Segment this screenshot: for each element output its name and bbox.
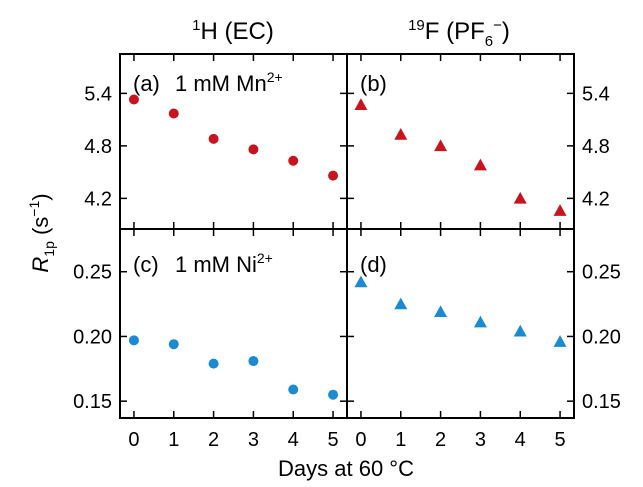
series-label-ni-sup: 2+: [257, 250, 273, 266]
y-tick-label-right: 4.8: [582, 136, 610, 158]
y-axis-label-unit-close: ): [28, 193, 53, 200]
data-point-d: [354, 275, 368, 288]
y-tick-label-left: 0.25: [73, 262, 112, 284]
data-point-c: [208, 358, 219, 369]
y-axis-label-unit-sup: −1: [26, 201, 42, 217]
y-tick-label-right: 4.2: [582, 188, 610, 210]
panel-label-b: (b): [360, 71, 387, 96]
data-point-b: [394, 128, 408, 140]
data-point-a: [248, 144, 259, 155]
column-title-left-main: H (EC): [201, 18, 274, 45]
x-tick-label: 4: [515, 429, 526, 451]
x-tick-label: 3: [248, 429, 259, 451]
data-point-c: [128, 335, 139, 346]
panel-label-a: (a): [133, 71, 160, 96]
series-label-mn-main: 1 mM Mn: [175, 71, 267, 96]
data-point-a: [208, 133, 219, 144]
column-title-right-sup: 19: [408, 17, 425, 34]
y-axis-label-italic: R: [28, 257, 53, 273]
series-label-ni-main: 1 mM Ni: [175, 252, 257, 277]
y-tick-label-right: 0.15: [582, 391, 621, 413]
chart-marks: 5.4 5.4 4.8 4.8 4.2 4.2 0.25 0.25 0.20 0.20 0.15 0.…: [73, 54, 621, 451]
y-tick-label-right: 0.20: [582, 326, 621, 348]
panel-frame-d: [346, 228, 575, 419]
data-point-d: [394, 297, 408, 310]
y-tick-label-left: 0.20: [73, 326, 112, 348]
column-title-right-close: ): [502, 18, 510, 45]
x-tick-label: 4: [288, 429, 299, 451]
data-point-a: [288, 155, 299, 166]
y-axis-label-unit: (s: [28, 217, 53, 241]
y-tick-label-right: 0.25: [582, 262, 621, 284]
x-tick-label: 1: [168, 429, 179, 451]
x-tick-label: 0: [355, 429, 366, 451]
x-tick-label: 5: [327, 429, 338, 451]
y-tick-label-right: 5.4: [582, 83, 610, 105]
data-point-d: [513, 324, 527, 337]
column-title-right-main: F (PF: [425, 18, 485, 45]
x-tick-label: 3: [475, 429, 486, 451]
data-point-d: [434, 305, 448, 318]
data-point-d: [473, 315, 487, 328]
column-title-left: 1H (EC): [192, 17, 274, 45]
x-tick-label: 2: [208, 429, 219, 451]
data-point-a: [168, 108, 179, 119]
data-point-c: [288, 384, 299, 395]
data-point-b: [553, 204, 567, 216]
column-title-right-sub: 6: [485, 33, 493, 50]
data-point-c: [168, 339, 179, 350]
column-title-right: 19F (PF6−): [408, 17, 510, 50]
y-tick-label-left: 0.15: [73, 391, 112, 413]
data-point-a: [328, 170, 339, 181]
data-point-c: [328, 389, 339, 400]
series-label-mn: 1 mM Mn2+: [175, 69, 283, 96]
data-point-b: [354, 98, 368, 110]
column-title-right-sup2: −: [493, 17, 502, 34]
y-axis-label-sub: 1p: [41, 241, 57, 257]
data-point-b: [434, 139, 448, 152]
x-tick-label: 0: [128, 429, 139, 451]
data-point-b: [513, 191, 527, 204]
series-label-ni: 1 mM Ni2+: [175, 250, 273, 277]
data-point-d: [553, 335, 567, 347]
y-tick-label-left: 5.4: [84, 83, 112, 105]
data-point-b: [473, 158, 487, 171]
x-tick-label: 2: [435, 429, 446, 451]
data-point-a: [128, 94, 139, 105]
x-tick-label: 1: [395, 429, 406, 451]
y-axis-label: R1p (s−1): [26, 193, 57, 272]
column-title-left-sup: 1: [192, 17, 200, 34]
panel-label-c: (c): [133, 252, 159, 277]
x-tick-label: 5: [554, 429, 565, 451]
x-axis-label: Days at 60 °C: [278, 456, 414, 481]
y-tick-label-left: 4.2: [84, 188, 112, 210]
y-tick-label-left: 4.8: [84, 136, 112, 158]
panel-label-d: (d): [360, 252, 387, 277]
series-label-mn-sup: 2+: [267, 69, 283, 85]
data-point-c: [248, 356, 259, 367]
